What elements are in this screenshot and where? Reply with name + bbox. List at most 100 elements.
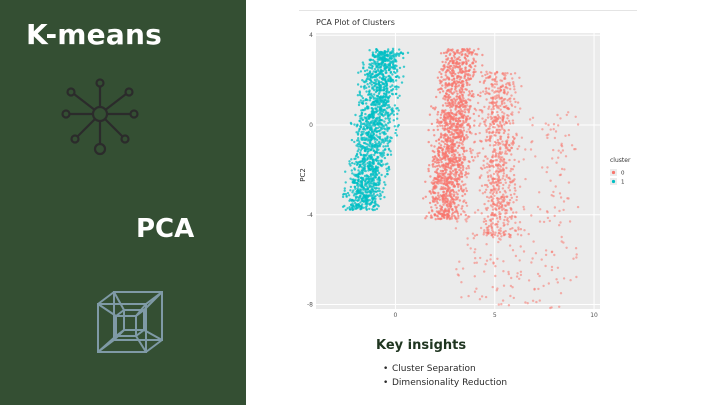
cluster-0-point (470, 132, 473, 135)
cluster-0-point (484, 138, 487, 141)
cluster-1-point (395, 88, 398, 91)
cluster-0-point (560, 167, 564, 171)
cluster-1-point (389, 85, 392, 89)
cluster-0-point (439, 169, 443, 173)
cluster-1-point (380, 107, 383, 111)
cluster-0-point (463, 102, 467, 105)
cluster-0-point (538, 220, 542, 223)
cluster-1-point (355, 181, 359, 185)
cluster-1-point (366, 200, 369, 203)
cluster-0-point (451, 66, 455, 70)
cluster-1-point (381, 119, 384, 122)
cluster-0-point (557, 124, 560, 127)
cluster-0-point (448, 158, 451, 161)
cluster-1-point (374, 127, 377, 130)
cluster-0-point (491, 159, 494, 163)
cluster-0-point (439, 178, 442, 181)
cluster-0-point (488, 125, 491, 128)
cluster-1-point (366, 115, 369, 118)
cluster-0-point (468, 90, 471, 93)
cluster-0-point (455, 58, 458, 61)
cluster-0-point (440, 133, 443, 137)
cluster-0-point (507, 133, 510, 136)
cluster-0-point (431, 149, 434, 153)
cluster-0-point (437, 154, 441, 157)
cluster-0-point (514, 105, 517, 109)
cluster-0-point (505, 161, 508, 165)
cluster-0-point (548, 219, 551, 223)
cluster-0-point (485, 188, 488, 191)
cluster-1-point (369, 66, 372, 70)
cluster-1-point (361, 118, 364, 122)
cluster-0-point (446, 57, 450, 60)
cluster-0-point (465, 220, 468, 223)
cluster-1-point (358, 93, 362, 97)
cluster-0-point (422, 197, 425, 200)
cluster-0-point (507, 186, 510, 189)
cluster-0-point (428, 164, 431, 167)
cluster-0-point (456, 85, 459, 88)
cluster-1-point (384, 145, 387, 148)
cluster-0-point (496, 257, 499, 260)
cluster-0-point (451, 62, 454, 65)
cluster-1-point (382, 141, 385, 144)
cluster-0-point (507, 304, 511, 307)
cluster-0-point (474, 248, 477, 251)
cluster-1-point (370, 130, 374, 134)
cluster-0-point (449, 60, 452, 63)
cluster-1-point (369, 136, 372, 139)
cluster-0-point (504, 150, 507, 153)
cluster-0-point (493, 101, 496, 104)
cluster-0-point (467, 128, 470, 131)
cluster-0-point (452, 50, 455, 54)
cluster-1-point (380, 159, 383, 162)
cluster-1-point (372, 70, 375, 73)
cluster-1-point (380, 173, 383, 177)
cluster-1-point (353, 173, 356, 176)
cluster-0-point (460, 112, 464, 116)
cluster-1-point (363, 87, 366, 90)
cluster-0-point (496, 106, 499, 109)
cluster-1-point (362, 156, 365, 159)
cluster-1-point (358, 101, 361, 104)
insight-item: • Dimensionality Reduction (383, 378, 508, 388)
cluster-1-point (352, 204, 355, 208)
cluster-1-point (369, 172, 373, 176)
cluster-0-point (492, 262, 495, 265)
cluster-1-point (366, 161, 369, 165)
cluster-0-point (546, 166, 549, 169)
cluster-1-point (353, 167, 356, 170)
cluster-0-point (505, 174, 508, 177)
cluster-0-point (468, 92, 472, 95)
cluster-1-point (397, 109, 400, 112)
cluster-0-point (497, 303, 500, 306)
cluster-1-point (392, 56, 395, 59)
cluster-0-point (460, 281, 463, 284)
cluster-0-point (480, 184, 484, 187)
cluster-0-point (497, 154, 500, 157)
cluster-0-point (437, 88, 440, 91)
cluster-0-point (443, 201, 447, 205)
cluster-0-point (464, 53, 467, 57)
cluster-0-point (488, 196, 491, 199)
cluster-0-point (462, 61, 465, 64)
cluster-0-point (507, 136, 510, 139)
cluster-0-point (509, 97, 512, 100)
cluster-0-point (482, 164, 485, 167)
cluster-0-point (473, 124, 476, 127)
cluster-0-point (502, 207, 505, 210)
cluster-0-point (448, 217, 451, 221)
cluster-1-point (348, 208, 352, 211)
cluster-1-point (374, 171, 377, 174)
cluster-1-point (393, 85, 397, 89)
cluster-0-point (457, 110, 460, 113)
cluster-0-point (494, 104, 498, 107)
pca-scatter-plot: PCA Plot of Clusters 0 5 10 4 0 -4 -8 PC2 clus… (299, 10, 637, 322)
cluster-0-point (476, 155, 479, 158)
cluster-1-point (365, 98, 368, 101)
cluster-1-point (378, 76, 381, 79)
cluster-0-point (428, 190, 431, 193)
cluster-0-point (492, 236, 495, 239)
cluster-0-point (507, 114, 510, 118)
cluster-0-point (457, 274, 460, 277)
